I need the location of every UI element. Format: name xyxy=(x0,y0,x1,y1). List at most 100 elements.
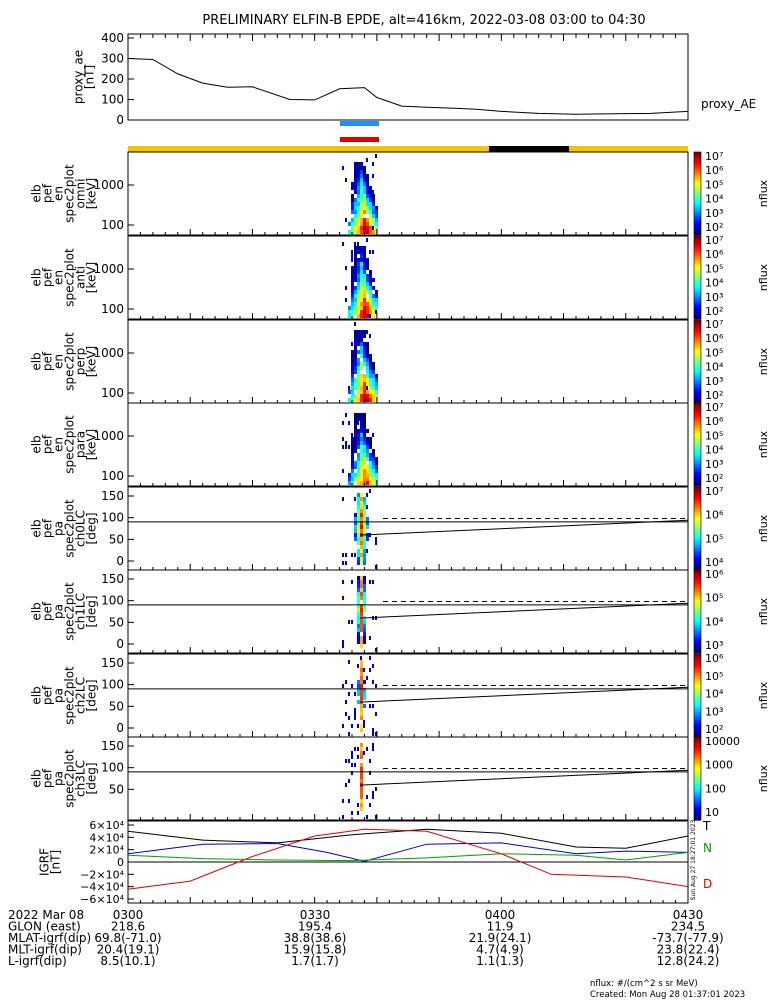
spectrogram-cell xyxy=(357,521,360,525)
colorbar-frame xyxy=(693,235,702,320)
spectrogram-cell xyxy=(360,461,363,465)
spectrogram-noise xyxy=(372,162,374,166)
spectrogram-cell xyxy=(366,521,369,525)
spectrogram-noise xyxy=(366,747,368,751)
spectrogram-noise xyxy=(342,815,344,819)
spectrogram-cell xyxy=(363,624,366,628)
spectrogram-noise xyxy=(348,421,350,425)
spectrogram-cell xyxy=(363,429,366,433)
spectrogram-cell xyxy=(363,382,366,386)
spectrogram-cell xyxy=(363,588,366,592)
spectrogram-noise xyxy=(366,330,368,334)
panel-ylabel-line: pa xyxy=(52,604,66,619)
spectrogram-noise xyxy=(372,704,374,708)
igrf-series-line xyxy=(127,851,689,862)
spectrogram-cell xyxy=(363,497,366,501)
spectrogram-cell xyxy=(357,473,360,477)
colorbar-cell xyxy=(694,249,701,254)
spectrogram-noise xyxy=(354,763,356,767)
spectrogram-cell xyxy=(372,370,375,374)
colorbar-cell xyxy=(694,375,701,379)
spectrogram-cell xyxy=(372,198,375,202)
spectrogram-cell xyxy=(363,246,366,250)
panel-ylabel-line: en xyxy=(52,270,66,285)
spectrogram-cell xyxy=(375,469,378,473)
colorbar-label: nflux xyxy=(757,263,770,291)
colorbar-cell xyxy=(694,714,701,719)
colorbar-cell xyxy=(694,748,701,752)
spectrogram-cell xyxy=(354,190,357,194)
colorbar-cell xyxy=(694,717,701,721)
panel-ytick-label: 150 xyxy=(101,489,124,503)
spectrogram-cell xyxy=(357,692,360,696)
colorbar-cell xyxy=(694,611,701,615)
spectrogram-cell xyxy=(366,190,369,194)
panel-ylabel-line: spec2plot xyxy=(63,332,77,391)
spectrogram-cell xyxy=(360,509,363,513)
colorbar-cell xyxy=(694,723,701,727)
colorbar-tick-label: 10⁴ xyxy=(705,361,724,374)
spectrogram-cell xyxy=(354,302,357,306)
spectrogram-cell xyxy=(351,441,354,445)
spectrogram-cell xyxy=(366,437,369,441)
spectrogram-cell xyxy=(354,226,357,230)
spectrogram-cell xyxy=(357,517,360,521)
spectrogram-cell xyxy=(360,517,363,521)
spectrogram-cell xyxy=(360,465,363,469)
spectrogram-cell xyxy=(360,716,363,720)
colorbar-cell xyxy=(694,495,701,499)
spectrogram-noise xyxy=(351,433,353,437)
spectrogram-cell xyxy=(375,298,378,302)
colorbar-cell xyxy=(694,260,701,265)
colorbar-cell xyxy=(694,430,701,435)
spectrogram-cell xyxy=(375,222,378,226)
spectrogram-cell xyxy=(357,612,360,616)
panel-ylabel-line: anti xyxy=(74,266,88,289)
spectrogram-cell xyxy=(357,417,360,421)
spectrogram-cell xyxy=(354,270,357,274)
spectrogram-cell xyxy=(360,580,363,584)
spectrogram-cell xyxy=(357,680,360,684)
colorbar-cell xyxy=(694,583,701,588)
colorbar-cell xyxy=(694,667,701,672)
spectrogram-cell xyxy=(354,433,357,437)
spectrogram-cell xyxy=(360,664,363,668)
spectrogram-cell xyxy=(369,398,372,402)
spectrogram-noise xyxy=(375,565,377,569)
spectrogram-cell xyxy=(363,525,366,529)
spectrogram-cell xyxy=(354,294,357,298)
spectrogram-cell xyxy=(360,557,363,561)
colorbar-tick-label: 10² xyxy=(705,221,723,234)
spectrogram-cell xyxy=(354,186,357,190)
spectrogram-cell xyxy=(354,465,357,469)
colorbar-tick-label: 10² xyxy=(705,305,723,318)
spectrogram-noise xyxy=(357,755,359,759)
igrf-ylabel: IGRF[nT] xyxy=(38,848,63,876)
spectrogram-noise xyxy=(342,497,344,501)
spectrogram-cell xyxy=(360,382,363,386)
spectrogram-cell xyxy=(357,366,360,370)
spectrogram-cell xyxy=(354,437,357,441)
spectrogram-cell xyxy=(360,278,363,282)
colorbar-cell xyxy=(694,236,701,240)
spectrogram-cell xyxy=(360,170,363,174)
spectrogram-cell xyxy=(372,202,375,206)
spectrogram-cell xyxy=(360,441,363,445)
spectrogram-noise xyxy=(348,386,350,390)
spectrogram-cell xyxy=(360,270,363,274)
colorbar-tick-label: 10⁶ xyxy=(705,568,724,581)
spectrogram-noise xyxy=(369,334,371,338)
spectrogram-cell xyxy=(354,174,357,178)
colorbar-cell xyxy=(694,168,701,172)
spectrogram-cell xyxy=(363,250,366,254)
spectrogram-cell xyxy=(366,258,369,262)
spectrogram-cell xyxy=(357,294,360,298)
colorbar-cell xyxy=(694,397,701,401)
colorbar-frame xyxy=(693,402,702,487)
spectrogram-noise xyxy=(369,656,371,660)
spectrogram-cell xyxy=(369,306,372,310)
colorbar-cell xyxy=(694,795,701,799)
colorbar-cell xyxy=(694,165,701,170)
colorbar-cell xyxy=(694,302,701,306)
colorbar-cell xyxy=(694,647,701,651)
